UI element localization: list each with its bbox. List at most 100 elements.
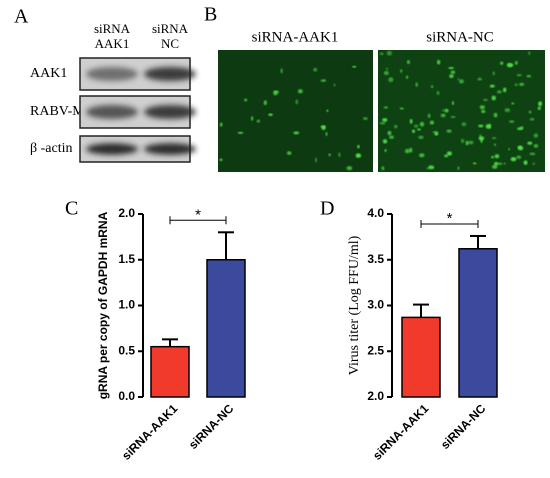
cell [346,166,353,171]
band [86,143,138,155]
cell [386,50,393,56]
cell [518,145,522,150]
panel-label: C [65,198,78,220]
cell [333,83,336,87]
cell [382,118,388,122]
bar [458,248,498,398]
y-tick-label: 2.0 [367,389,384,403]
cell [280,68,283,74]
cell [533,133,539,138]
bar [401,316,441,398]
cell [537,106,541,111]
cell [480,138,483,143]
cell [477,77,482,81]
panel-label: A [14,6,29,28]
cell [325,131,328,136]
band [144,143,196,155]
cell [256,119,261,123]
cell [430,85,434,89]
cell [286,151,292,156]
cell [263,100,267,106]
bar [206,259,246,398]
lane-label: NC [161,36,179,51]
cell [251,116,254,121]
x-tick-label: siRNA-AAK1 [370,401,432,463]
y-tick-label: 3.5 [367,252,384,266]
cell [510,157,517,162]
fluorescence-image [378,50,545,172]
cell [362,117,368,120]
cell [418,135,424,140]
significance: * [447,210,453,227]
cell [383,106,388,109]
cell [415,82,418,87]
cell [219,122,223,127]
cell [496,90,502,94]
cell [461,122,467,127]
cell [526,74,532,78]
cell [527,141,533,145]
cell [357,144,360,149]
cell [400,69,403,73]
cell [494,154,500,159]
cell [479,134,482,140]
panel-label: D [320,198,334,220]
cell [444,154,449,158]
cell [409,118,413,124]
x-tick-label: siRNA-NC [438,401,489,452]
y-tick-label: 1.0 [118,298,135,312]
y-axis-label: gRNA per copy of GAPDH mRNA [96,211,110,399]
cell [393,124,398,129]
cell [516,127,523,131]
cell [528,51,531,55]
cell [381,166,385,171]
blot-label: AAK1 [30,66,67,81]
cell [478,124,484,128]
cell [473,162,477,165]
cell [387,130,392,136]
cell [427,113,431,118]
cell [450,115,456,119]
cell [493,161,499,166]
cell [516,155,522,160]
image-label: siRNA-NC [426,29,494,45]
cell [514,83,518,86]
cell [507,63,514,67]
cell [297,89,303,94]
cell [273,90,278,96]
cell [295,99,299,105]
cell [491,95,496,101]
cell [313,67,318,72]
cell [492,71,495,76]
y-tick-label: 0.0 [118,389,135,403]
cell [442,109,445,112]
cell [481,109,486,114]
cell [320,79,327,82]
cells [219,50,543,171]
cell [519,82,525,87]
cell [500,61,504,65]
cell [444,108,449,113]
cell [414,124,419,128]
cell [382,139,388,144]
cell [457,78,460,81]
cell [338,152,341,158]
cell [491,136,497,140]
cell [489,84,495,88]
cell [467,140,474,145]
x-tick-label: siRNA-NC [186,401,237,452]
cell [419,153,425,158]
x-tick-label: siRNA-AAK1 [119,401,181,463]
cell [314,157,317,163]
cell [268,113,273,117]
cell [244,98,248,102]
cell [479,105,485,110]
bar [150,345,190,398]
cell [508,147,511,151]
band [86,66,138,82]
cell [538,101,543,107]
cell [412,129,416,133]
image-label: siRNA-AAK1 [252,29,339,45]
